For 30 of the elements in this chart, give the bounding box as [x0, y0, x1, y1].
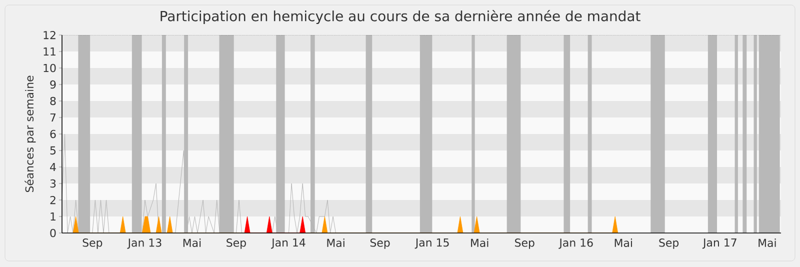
- y-tick-label: 12: [44, 30, 56, 40]
- y-tick-label: 5: [50, 146, 56, 155]
- y-tick-label: 0: [50, 228, 56, 238]
- y-tick-label: 2: [50, 196, 56, 204]
- y-tick-label: 1: [50, 212, 56, 220]
- y-tick-label: 3: [50, 179, 56, 188]
- x-tick-label: Jan 13: [127, 238, 162, 249]
- y-axis-title: Séances par semaine: [24, 76, 36, 192]
- x-tick-label: Mai: [758, 238, 776, 247]
- x-tick-label: Sep: [82, 238, 102, 249]
- x-tick-label: Sep: [226, 238, 246, 249]
- y-tick-label: 6: [50, 130, 56, 138]
- x-tick-label: Jan 15: [414, 238, 449, 249]
- y-tick-label: 9: [50, 80, 56, 89]
- y-tick-label: 10: [44, 64, 56, 72]
- x-tick-label: Sep: [370, 238, 390, 249]
- x-tick-label: Mai: [471, 238, 488, 247]
- y-tick-label: 11: [44, 48, 56, 56]
- chart-title: Participation en hemicycle au cours de sa dernière année de mandat: [160, 10, 640, 24]
- x-tick-label: Sep: [515, 238, 534, 249]
- x-tick-label: Jan 16: [558, 238, 593, 249]
- y-tick-label: 4: [50, 163, 56, 171]
- x-tick-label: Jan 17: [702, 238, 736, 249]
- x-tick-label: Jan 14: [271, 238, 306, 249]
- x-tick-label: Sep: [659, 238, 679, 249]
- x-tick-label: Mai: [327, 238, 344, 247]
- y-tick-label: 7: [50, 114, 56, 122]
- y-tick-label: 8: [50, 96, 56, 106]
- x-tick-label: Mai: [183, 238, 201, 247]
- x-tick-label: Mai: [614, 238, 632, 247]
